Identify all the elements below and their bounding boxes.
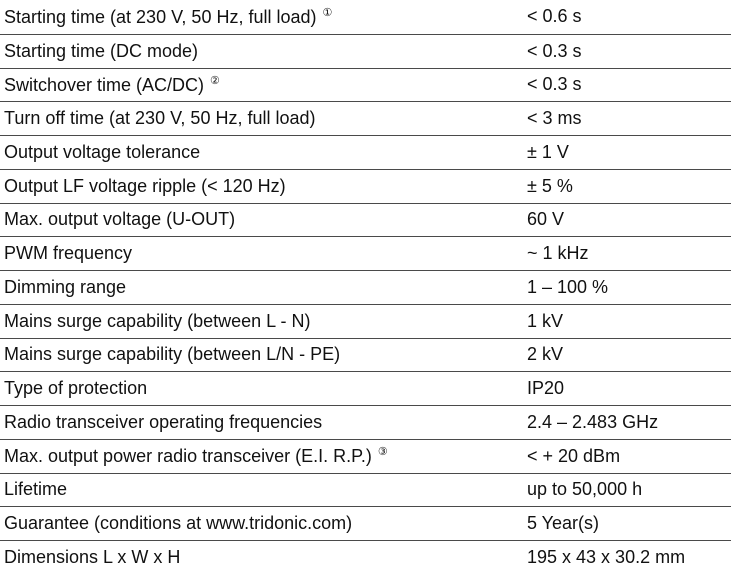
table-row: Switchover time (AC/DC) ② < 0.3 s <box>0 69 731 103</box>
row-label: Max. output voltage (U-OUT) <box>4 209 236 230</box>
row-label: Switchover time (AC/DC) <box>4 74 205 95</box>
table-row: Starting time (DC mode) < 0.3 s <box>0 35 731 69</box>
row-label: Output voltage tolerance <box>4 141 201 162</box>
row-label-cell: Radio transceiver operating frequencies <box>0 412 514 433</box>
row-value: 2 kV <box>527 344 564 365</box>
row-label-cell: Lifetime <box>0 479 514 500</box>
row-label-cell: Output voltage tolerance <box>0 142 514 163</box>
row-label: Starting time (at 230 V, 50 Hz, full loa… <box>4 6 317 27</box>
row-label-cell: Switchover time (AC/DC) ② <box>0 74 514 96</box>
row-value: ~ 1 kHz <box>527 243 589 264</box>
row-label-cell: Mains surge capability (between L - N) <box>0 311 514 332</box>
table-row: PWM frequency ~ 1 kHz <box>0 237 731 271</box>
row-value: ± 5 % <box>527 175 573 196</box>
row-label: Dimming range <box>4 276 127 297</box>
row-label: Turn off time (at 230 V, 50 Hz, full loa… <box>4 108 316 129</box>
table-row: Guarantee (conditions at www.tridonic.co… <box>0 507 731 541</box>
row-value: 1 kV <box>527 310 564 331</box>
table-row: Lifetime up to 50,000 h <box>0 474 731 508</box>
table-row: Mains surge capability (between L - N) 1 … <box>0 305 731 339</box>
row-label-cell: PWM frequency <box>0 243 514 264</box>
row-value: 5 Year(s) <box>527 513 600 534</box>
row-label: Max. output power radio transceiver (E.I… <box>4 446 372 467</box>
row-label-cell: Output LF voltage ripple (< 120 Hz) <box>0 176 514 197</box>
row-value: < 0.3 s <box>527 40 582 61</box>
row-label: Mains surge capability (between L - N) <box>4 310 311 331</box>
row-label-cell: Mains surge capability (between L/N - PE… <box>0 344 514 365</box>
row-value: < 0.6 s <box>527 6 582 27</box>
row-label: Dimensions L x W x H <box>4 546 181 567</box>
row-label: Type of protection <box>4 378 148 399</box>
row-label-cell: Starting time (at 230 V, 50 Hz, full loa… <box>0 6 514 28</box>
row-label: Radio transceiver operating frequencies <box>4 411 323 432</box>
table-row: Dimensions L x W x H 195 x 43 x 30.2 mm <box>0 541 731 574</box>
table-row: Radio transceiver operating frequencies 2… <box>0 406 731 440</box>
row-label-cell: Starting time (DC mode) <box>0 41 514 62</box>
table-row: Turn off time (at 230 V, 50 Hz, full loa… <box>0 102 731 136</box>
row-value: IP20 <box>527 378 565 399</box>
row-value: 1 – 100 % <box>527 276 609 297</box>
row-label-cell: Turn off time (at 230 V, 50 Hz, full loa… <box>0 108 514 129</box>
row-value: 60 V <box>527 209 565 230</box>
table-row: Type of protection IP20 <box>0 372 731 406</box>
table-row: Output LF voltage ripple (< 120 Hz) ± 5 % <box>0 170 731 204</box>
row-value: < 0.3 s <box>527 74 582 95</box>
row-label: Guarantee (conditions at www.tridonic.co… <box>4 513 353 534</box>
footnote-marker: ① <box>322 6 333 19</box>
row-label-cell: Max. output voltage (U-OUT) <box>0 209 514 230</box>
row-value: 2.4 – 2.483 GHz <box>527 411 659 432</box>
row-label: Starting time (DC mode) <box>4 40 199 61</box>
table-row: Max. output power radio transceiver (E.I… <box>0 440 731 474</box>
row-value: up to 50,000 h <box>527 479 643 500</box>
row-label-cell: Type of protection <box>0 378 514 399</box>
row-label-cell: Guarantee (conditions at www.tridonic.co… <box>0 513 514 534</box>
footnote-marker: ② <box>210 74 220 87</box>
table-row: Dimming range 1 – 100 % <box>0 271 731 305</box>
row-label: Mains surge capability (between L/N - PE… <box>4 344 341 365</box>
row-label-cell: Dimensions L x W x H <box>0 547 514 568</box>
table-row: Mains surge capability (between L/N - PE… <box>0 339 731 373</box>
row-label: Output LF voltage ripple (< 120 Hz) <box>4 175 286 196</box>
footnote-marker: ③ <box>377 446 388 459</box>
row-label-cell: Dimming range <box>0 277 514 298</box>
table-row: Max. output voltage (U-OUT) 60 V <box>0 204 731 238</box>
table-row: Output voltage tolerance ± 1 V <box>0 136 731 170</box>
row-label-cell: Max. output power radio transceiver (E.I… <box>0 445 514 467</box>
row-value: < + 20 dBm <box>527 445 621 466</box>
row-label: Lifetime <box>4 479 68 500</box>
row-label: PWM frequency <box>4 243 133 264</box>
row-value: ± 1 V <box>527 141 569 162</box>
row-value: 195 x 43 x 30.2 mm <box>527 546 686 567</box>
row-value: < 3 ms <box>527 108 582 129</box>
table-row: Starting time (at 230 V, 50 Hz, full loa… <box>0 0 731 35</box>
